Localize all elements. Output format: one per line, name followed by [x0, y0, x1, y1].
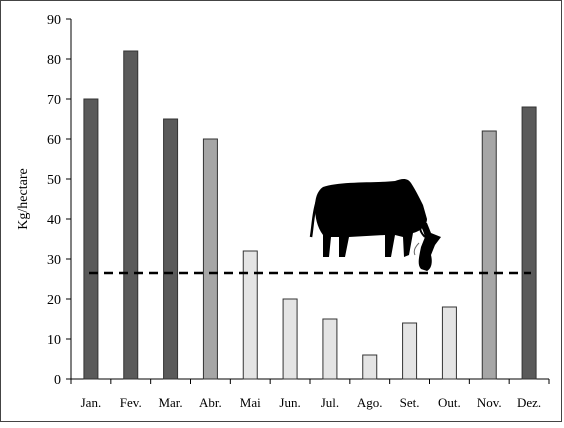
y-tick-label: 90 [47, 13, 61, 28]
y-tick-label: 60 [47, 133, 61, 148]
chart-bars [83, 50, 537, 380]
y-tick-label: 30 [47, 253, 61, 268]
bar-abr [202, 138, 218, 380]
bar-jun [282, 298, 298, 380]
chart-axes: 0 10 20 30 40 50 60 70 80 90 Kg/hectare Jan. Fev. Mar… [16, 13, 550, 410]
y-tick-label: 20 [47, 293, 61, 308]
bar-mai [242, 250, 258, 380]
bar-mar [163, 118, 179, 380]
x-tick-label: Nov. [477, 395, 502, 410]
bar-fev [123, 50, 139, 380]
x-tick-label: Ago. [357, 395, 383, 410]
bar-ago [362, 354, 378, 380]
bar-jul [322, 318, 338, 380]
y-axis-label: Kg/hectare [16, 168, 31, 229]
x-tick-label: Mar. [158, 395, 182, 410]
y-tick-label: 50 [47, 173, 61, 188]
x-tick-label: Mai [240, 395, 261, 410]
cow-silhouette-icon [309, 179, 441, 271]
y-tick-label: 10 [47, 333, 61, 348]
x-tick-label: Out. [438, 395, 461, 410]
x-tick-label: Abr. [199, 395, 222, 410]
bar-nov [481, 130, 497, 380]
x-tick-label: Jan. [81, 395, 102, 410]
bar-set [402, 322, 418, 380]
x-tick-label: Dez. [517, 395, 541, 410]
x-tick-label: Fev. [120, 395, 142, 410]
bar-dez [521, 106, 537, 380]
x-tick-label: Jun. [279, 395, 300, 410]
bar-out [441, 306, 457, 380]
y-tick-label: 70 [47, 93, 61, 108]
x-tick-label: Set. [400, 395, 420, 410]
y-tick-label: 80 [47, 53, 61, 68]
y-tick-label: 0 [54, 373, 61, 388]
x-tick-label: Jul. [321, 395, 339, 410]
y-tick-label: 40 [47, 213, 61, 228]
bar-jan [83, 98, 99, 380]
